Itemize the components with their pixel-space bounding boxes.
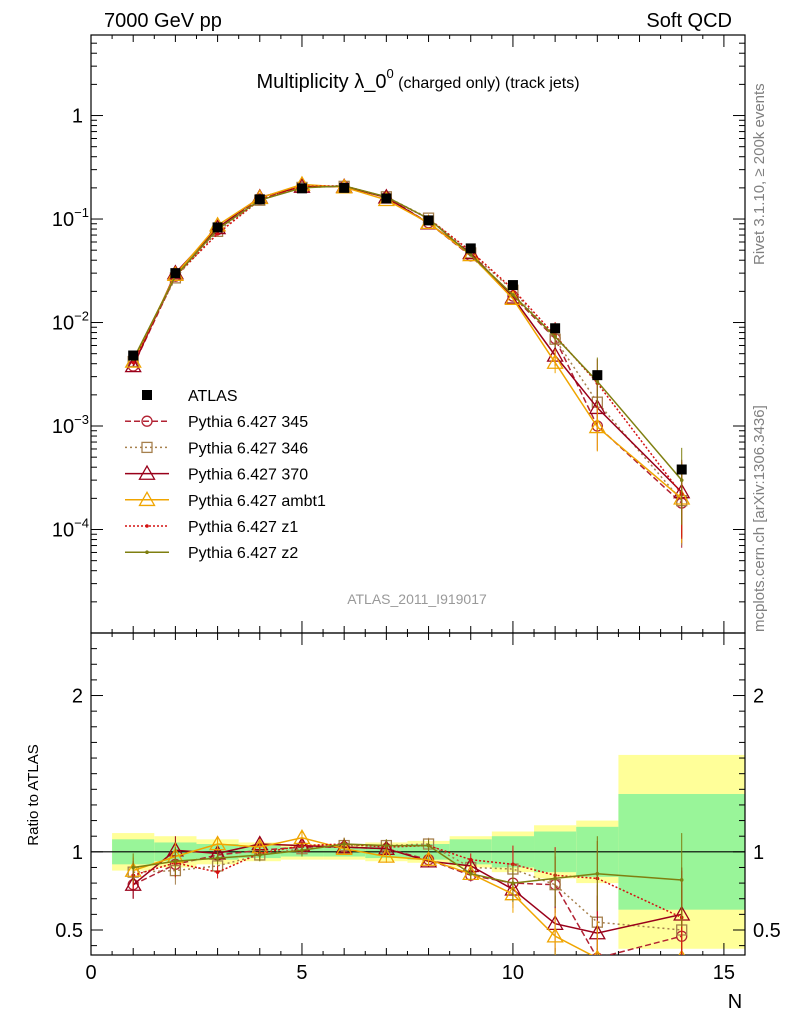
mcplots-label: mcplots.cern.ch [arXiv:1306.3436] [751, 405, 768, 632]
ratio-point-z2 [173, 859, 178, 864]
ratio-point-z2 [215, 856, 220, 860]
x-tick-label: 0 [85, 962, 96, 984]
ratio-point-ambt1 [546, 927, 564, 943]
point-z2 [468, 253, 473, 257]
point-atlas [507, 280, 518, 291]
ratio-point-ambt1 [377, 847, 395, 863]
header-right: Soft QCD [646, 10, 732, 32]
point-atlas [212, 222, 223, 233]
y-axis-label: Ratio to ATLAS [25, 744, 42, 845]
header-left: 7000 GeV pp [104, 10, 222, 32]
point-atlas [128, 350, 139, 361]
point-z1 [131, 360, 135, 365]
legend-marker-p346 [141, 441, 153, 454]
legend-marker-ambt1 [138, 490, 156, 507]
legend-label-ambt1: Pythia 6.427 ambt1 [188, 493, 326, 510]
legend-marker-p370 [138, 464, 156, 480]
point-atlas [254, 194, 265, 205]
ratio-point-z2 [468, 871, 473, 876]
main-plot-panel: 10−4 10−3 10−2 10−1 1 Multiplicity λ_00 (char… [52, 34, 746, 634]
point-ambt1 [546, 353, 564, 369]
legend-marker-atlas [142, 390, 152, 400]
legend-label-z1: Pythia 6.427 z1 [188, 519, 298, 536]
ratio-point-z2 [553, 876, 557, 881]
point-z1 [215, 231, 220, 236]
ratio-point-ambt1 [335, 839, 353, 855]
ratio-plot-panel: 0 5 10 15 0.5 0.5 1 1 2 2 Ratio to ATLAS N [25, 632, 781, 1013]
point-atlas [170, 268, 181, 279]
legend-label-atlas: ATLAS [188, 388, 238, 405]
ratio-point-z1 [215, 870, 220, 874]
ratio-point-z2 [595, 871, 600, 876]
legend-label-p345: Pythia 6.427 345 [188, 414, 308, 431]
x-tick-label: 10 [502, 962, 524, 984]
legend-label-p370: Pythia 6.427 370 [188, 467, 308, 484]
y-tick-label-ratio-right: 0.5 [753, 920, 781, 942]
point-ambt1 [124, 352, 142, 368]
point-atlas [592, 370, 603, 381]
point-ambt1 [588, 418, 606, 434]
legend-label-z2: Pythia 6.427 z2 [188, 545, 298, 562]
y-tick-label-ratio: 2 [72, 686, 83, 708]
point-atlas [339, 182, 350, 193]
ratio-point-z1 [468, 857, 473, 862]
analysis-id: ATLAS_2011_I919017 [347, 591, 487, 607]
point-atlas [296, 183, 307, 194]
y-tick-label-ratio-right: 1 [753, 842, 764, 864]
main-title: Multiplicity λ_00 (charged only) (track … [256, 66, 579, 93]
ratio-point-z2 [131, 865, 135, 870]
ratio-point-z2 [384, 843, 389, 848]
ratio-point-z2 [679, 878, 684, 882]
point-z2 [679, 478, 684, 482]
ratio-series-group [124, 828, 691, 955]
ratio-point-z2 [426, 843, 431, 848]
y-tick-label-main: 10−3 [52, 412, 89, 438]
point-z2 [595, 379, 600, 384]
point-p370 [124, 357, 142, 373]
y-tick-label-main: 1 [72, 106, 83, 128]
legend-marker-p345 [141, 415, 153, 427]
point-atlas [381, 193, 392, 204]
x-tick-label: 5 [296, 962, 307, 984]
x-axis-label: N [728, 991, 742, 1013]
point-atlas [465, 243, 476, 254]
ratio-point-ambt1 [419, 850, 438, 866]
legend-marker-z2 [145, 550, 149, 554]
main-frame [90, 34, 746, 634]
rivet-label: Rivet 3.1.10, ≥ 200k events [751, 83, 768, 265]
ratio-point-ambt1 [208, 835, 227, 851]
point-atlas [423, 215, 434, 226]
ratio-frame [90, 632, 746, 956]
ratio-point-z2 [300, 848, 304, 853]
point-atlas [676, 464, 687, 475]
ratio-point-z2 [257, 853, 262, 857]
legend-label-p346: Pythia 6.427 346 [188, 440, 308, 457]
point-z2 [511, 293, 515, 297]
ratio-point-z2 [342, 842, 346, 846]
point-z2 [553, 334, 557, 339]
point-atlas [550, 323, 561, 334]
y-tick-label-ratio: 0.5 [55, 920, 83, 942]
legend-marker-z1 [145, 524, 149, 528]
y-tick-label-main: 10−4 [52, 516, 89, 542]
ratio-point-z2 [511, 881, 515, 885]
ratio-point-p370 [124, 875, 142, 891]
y-tick-label-ratio-right: 2 [753, 686, 764, 708]
x-tick-label: 15 [713, 962, 735, 984]
y-tick-label-main: 10−2 [52, 309, 89, 335]
y-tick-label-main: 10−1 [52, 205, 89, 231]
y-tick-label-ratio: 1 [72, 842, 83, 864]
